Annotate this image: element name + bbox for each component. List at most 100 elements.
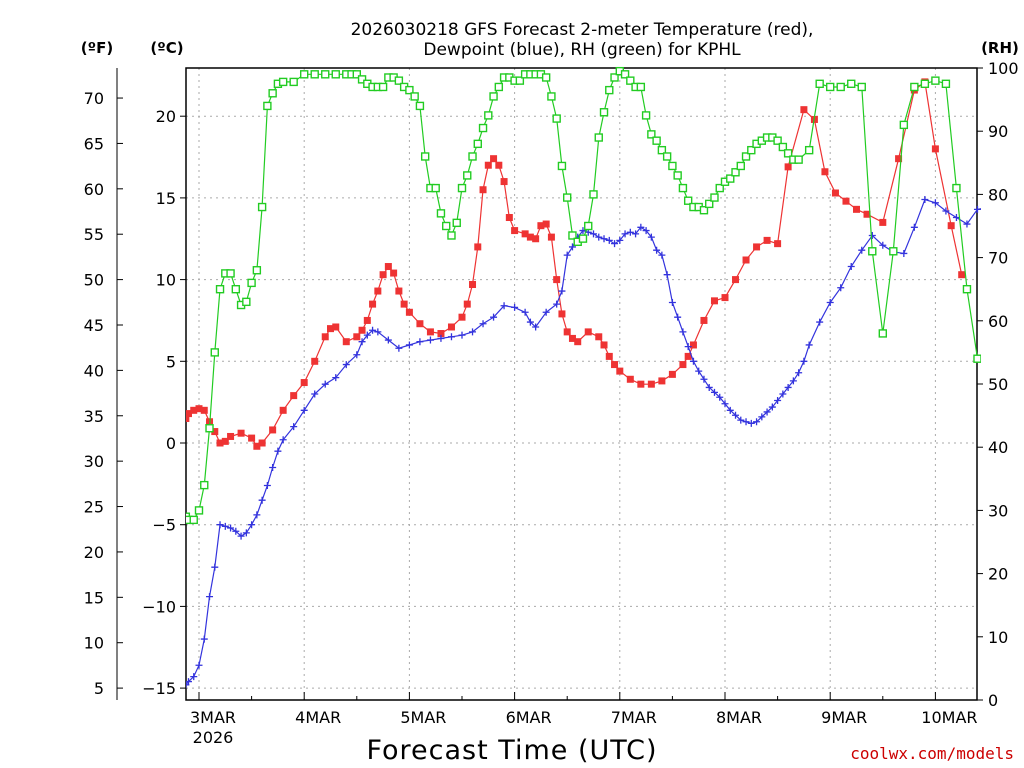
temperature-point xyxy=(863,210,871,218)
dewpoint-point xyxy=(726,406,734,414)
temperature-point xyxy=(458,313,466,321)
rh-tick-label: 60 xyxy=(988,312,1008,331)
dewpoint-point xyxy=(774,397,782,405)
temperature-point xyxy=(495,161,503,169)
celsius-tick-label: 10 xyxy=(156,271,176,290)
chart-title-line-2: Dewpoint (blue), RH (green) for KPHL xyxy=(423,40,741,60)
rh-point xyxy=(920,79,930,89)
temperature-point xyxy=(679,361,687,369)
rh-point xyxy=(826,82,835,92)
temperature-point xyxy=(474,243,482,251)
dewpoint-point xyxy=(826,298,834,306)
temperature-point xyxy=(895,155,903,163)
temperature-point xyxy=(658,377,666,385)
x-tick-label: 10MAR xyxy=(921,708,977,727)
temperature-point xyxy=(332,323,340,331)
temperature-point xyxy=(742,256,750,264)
dewpoint-point xyxy=(768,403,776,411)
rh-point xyxy=(547,92,556,101)
rh-point xyxy=(321,70,330,79)
temperature-point xyxy=(626,375,634,383)
dewpoint-point xyxy=(253,511,261,519)
temperature-point xyxy=(710,297,718,305)
x-tick-sublabel: 2026 xyxy=(193,728,234,747)
rh-unit-label: (RH) xyxy=(981,39,1019,57)
dewpoint-point xyxy=(211,563,219,571)
dewpoint-point xyxy=(795,369,803,377)
temperature-point xyxy=(190,406,198,414)
temperature-point xyxy=(616,367,624,375)
dewpoint-point xyxy=(973,205,981,213)
dewpoint-point xyxy=(737,416,745,424)
rh-point xyxy=(747,145,756,155)
rh-point xyxy=(331,70,340,79)
rh-point xyxy=(541,73,551,82)
fahrenheit-tick-label: 30 xyxy=(84,452,104,471)
dewpoint-point xyxy=(716,393,724,401)
temperature-point xyxy=(437,330,445,338)
axes xyxy=(116,67,983,701)
dewpoint-point xyxy=(200,635,208,643)
temperature-point xyxy=(311,357,319,365)
rh-point xyxy=(610,73,619,82)
temperature-point xyxy=(721,294,729,302)
temperature-point xyxy=(584,328,592,336)
dewpoint-point xyxy=(195,661,203,669)
dewpoint-point xyxy=(227,524,235,532)
x-tick-label: 6MAR xyxy=(506,708,552,727)
dewpoint-point xyxy=(532,323,540,331)
rh-point xyxy=(889,247,898,256)
rh-point xyxy=(778,142,788,152)
dewpoint-point xyxy=(789,377,797,385)
dewpoint-point xyxy=(679,328,687,336)
rh-point xyxy=(278,77,288,87)
dewpoint-point xyxy=(300,406,308,414)
fahrenheit-unit-label: (ºF) xyxy=(81,39,113,57)
rh-point xyxy=(515,76,525,85)
dewpoint-point xyxy=(248,521,256,529)
rh-point xyxy=(647,130,656,139)
rh-point xyxy=(268,89,277,98)
rh-point xyxy=(352,70,361,79)
dewpoint-point xyxy=(242,529,250,537)
temperature-point xyxy=(211,428,219,436)
dewpoint-point xyxy=(990,240,997,247)
temperature-point xyxy=(611,361,619,369)
rh-point xyxy=(847,79,856,89)
rh-point xyxy=(252,266,262,275)
rh-point xyxy=(715,183,724,193)
rh-point xyxy=(878,329,887,338)
temperature-point xyxy=(542,220,550,228)
dewpoint-point xyxy=(910,223,918,231)
dewpoint-point xyxy=(521,308,529,316)
dewpoint-point xyxy=(658,251,666,259)
temperature-point xyxy=(800,106,808,114)
dewpoint-point xyxy=(653,246,661,254)
temperature-point xyxy=(300,379,308,387)
dewpoint-point xyxy=(742,418,750,426)
dewpoint-point xyxy=(837,284,845,292)
rh-point xyxy=(783,149,793,158)
temperature-point xyxy=(500,178,508,186)
temperature-point xyxy=(253,442,261,450)
rh-tick-label: 40 xyxy=(988,438,1008,457)
rh-point xyxy=(194,506,204,515)
temperature-point xyxy=(842,197,850,205)
temperature-point xyxy=(426,328,434,336)
dewpoint-point xyxy=(747,419,755,427)
temperature-point xyxy=(216,439,224,447)
rh-point xyxy=(731,168,740,177)
rh-point xyxy=(494,82,504,92)
temperature-point xyxy=(484,161,492,169)
dewpoint-point xyxy=(274,447,282,455)
rh-point xyxy=(941,79,951,89)
dewpoint-point xyxy=(269,464,277,472)
rh-point xyxy=(726,174,735,183)
dewpoint-point xyxy=(632,230,640,238)
temperature-point xyxy=(279,406,287,414)
rh-point xyxy=(794,155,803,164)
temperature-point xyxy=(647,380,655,388)
dewpoint-point xyxy=(595,233,603,241)
temperature-point xyxy=(689,341,697,349)
